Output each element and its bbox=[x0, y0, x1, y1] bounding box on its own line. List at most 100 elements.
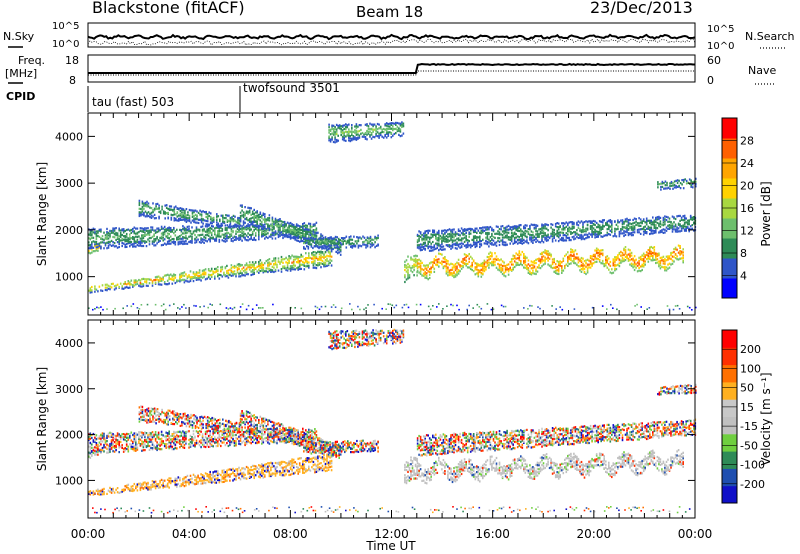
heatmap-cell bbox=[158, 210, 160, 213]
heatmap-cell bbox=[580, 231, 583, 234]
heatmap-cell bbox=[124, 243, 126, 246]
heatmap-cell bbox=[583, 267, 586, 270]
heatmap-cell bbox=[650, 252, 653, 255]
heatmap-cell bbox=[544, 238, 546, 241]
heatmap-cell bbox=[195, 241, 198, 244]
heatmap-cell bbox=[520, 241, 522, 244]
heatmap-cell bbox=[133, 232, 136, 235]
heatmap-cell bbox=[653, 229, 656, 233]
heatmap-cell bbox=[174, 274, 177, 277]
heatmap-cell bbox=[171, 229, 174, 232]
heatmap-cell bbox=[375, 244, 378, 247]
heatmap-cell bbox=[264, 226, 266, 229]
heatmap-cell bbox=[145, 484, 148, 487]
heatmap-cell bbox=[318, 257, 321, 260]
heatmap-cell bbox=[435, 255, 437, 258]
heatmap-cell bbox=[512, 268, 514, 271]
heatmap-cell bbox=[330, 259, 333, 262]
heatmap-cell bbox=[545, 234, 548, 237]
heatmap-cell bbox=[512, 242, 514, 245]
heatmap-cell bbox=[316, 245, 319, 248]
heatmap-cell bbox=[250, 263, 252, 266]
heatmap-cell bbox=[690, 179, 692, 182]
heatmap-cell bbox=[321, 247, 323, 250]
heatmap-cell bbox=[332, 140, 335, 144]
heatmap-cell bbox=[438, 265, 440, 268]
heatmap-cell bbox=[393, 122, 396, 125]
heatmap-cell bbox=[529, 264, 531, 267]
heatmap-cell bbox=[327, 250, 330, 253]
heatmap-cell bbox=[231, 308, 234, 310]
heatmap-cell bbox=[327, 251, 330, 254]
heatmap-cell bbox=[504, 264, 507, 268]
heatmap-cell bbox=[618, 233, 621, 236]
heatmap-cell bbox=[186, 275, 189, 278]
heatmap-cell bbox=[399, 135, 402, 138]
heatmap-cell bbox=[551, 305, 553, 307]
heatmap-cell bbox=[351, 132, 353, 135]
heatmap-cell bbox=[600, 235, 602, 238]
colorbar-tick-label: 16 bbox=[740, 202, 754, 215]
heatmap-cell bbox=[506, 263, 508, 266]
heatmap-cell bbox=[656, 258, 659, 261]
heatmap-cell bbox=[214, 271, 216, 274]
heatmap-cell bbox=[166, 227, 169, 230]
heatmap-cell bbox=[436, 239, 439, 242]
heatmap-cell bbox=[369, 122, 371, 125]
heatmap-cell bbox=[155, 217, 157, 220]
heatmap-cell bbox=[220, 266, 222, 269]
heatmap-cell bbox=[544, 256, 546, 259]
heatmap-cell bbox=[309, 224, 312, 227]
heatmap-cell bbox=[513, 225, 516, 228]
heatmap-cell bbox=[294, 307, 296, 309]
heatmap-cell bbox=[457, 233, 460, 236]
heatmap-cell bbox=[315, 221, 318, 224]
heatmap-cell bbox=[256, 211, 258, 214]
heatmap-cell bbox=[535, 233, 537, 236]
heatmap-cell bbox=[547, 263, 549, 266]
heatmap-cell bbox=[507, 236, 510, 239]
heatmap-cell bbox=[324, 244, 326, 247]
heatmap-cell bbox=[302, 229, 304, 232]
heatmap-cell bbox=[357, 236, 360, 239]
heatmap-cell bbox=[476, 227, 478, 230]
heatmap-cell bbox=[264, 231, 266, 234]
heatmap-cell bbox=[285, 256, 287, 259]
heatmap-cell bbox=[571, 225, 574, 228]
heatmap-cell bbox=[103, 493, 105, 496]
heatmap-cell bbox=[238, 267, 240, 270]
heatmap-cell bbox=[612, 307, 614, 309]
heatmap-cell bbox=[541, 236, 543, 239]
heatmap-cell bbox=[650, 259, 653, 262]
heatmap-cell bbox=[292, 255, 295, 258]
heatmap-cell bbox=[183, 480, 186, 483]
heatmap-cell bbox=[544, 225, 546, 228]
heatmap-cell bbox=[274, 259, 277, 262]
heatmap-cell bbox=[501, 236, 504, 239]
heatmap-cell bbox=[424, 231, 426, 234]
heatmap-cell bbox=[419, 235, 422, 238]
heatmap-cell bbox=[306, 265, 309, 268]
heatmap-cell bbox=[253, 238, 255, 241]
heatmap-cell bbox=[361, 131, 364, 135]
heatmap-cell bbox=[451, 263, 454, 266]
heatmap-cell bbox=[236, 268, 239, 271]
heatmap-cell bbox=[282, 236, 284, 240]
heatmap-cell bbox=[447, 268, 449, 271]
heatmap-cell bbox=[436, 246, 439, 250]
heatmap-cell bbox=[451, 268, 454, 271]
heatmap-cell bbox=[259, 212, 262, 215]
heatmap-cell bbox=[632, 231, 634, 234]
heatmap-cell bbox=[242, 274, 245, 277]
heatmap-cell bbox=[150, 216, 153, 219]
heatmap-cell bbox=[320, 258, 322, 262]
heatmap-cell bbox=[396, 130, 399, 133]
heatmap-cell bbox=[303, 258, 306, 261]
heatmap-cell bbox=[104, 244, 107, 247]
heatmap-cell bbox=[197, 228, 199, 231]
heatmap-cell bbox=[238, 225, 241, 228]
heatmap-cell bbox=[355, 123, 358, 126]
heatmap-cell bbox=[118, 238, 120, 241]
heatmap-cell bbox=[527, 263, 530, 266]
heatmap-cell bbox=[436, 258, 439, 261]
